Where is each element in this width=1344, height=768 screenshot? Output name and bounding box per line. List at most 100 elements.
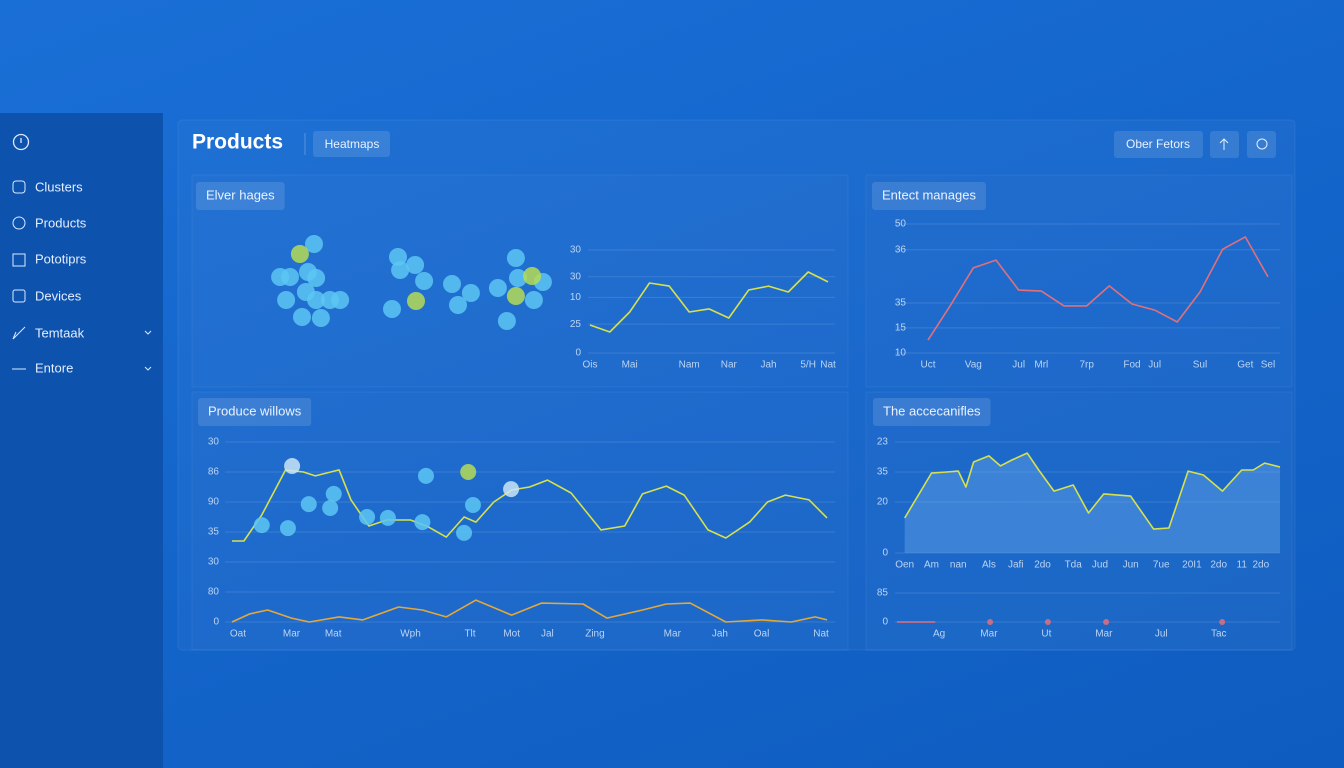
x-tick-label: Vag: [965, 360, 982, 371]
x-tick-label: Nat: [820, 360, 836, 371]
data-point: [443, 275, 461, 293]
nav-item[interactable]: Entore: [35, 360, 73, 375]
nav-item[interactable]: Pototiprs: [35, 251, 87, 266]
icon: [1256, 138, 1268, 150]
x-tick-label: Oen: [895, 560, 914, 571]
data-point: [506, 287, 525, 305]
data-point: [503, 481, 520, 498]
data-point: [305, 235, 323, 253]
x-tick-label: Jul: [1155, 629, 1168, 640]
nav-icon: [12, 326, 26, 340]
y-tick-label: 35: [877, 467, 889, 478]
y-tick-label: 30: [208, 437, 220, 448]
tab-label[interactable]: Heatmaps: [325, 137, 380, 151]
y-tick-label: 36: [895, 244, 907, 255]
panel-title-chip: [873, 398, 991, 426]
y-tick-label: 86: [208, 467, 220, 478]
x-tick-label: Tlt: [464, 629, 475, 640]
x-tick-label: 11: [1237, 560, 1248, 571]
icon: [1219, 138, 1229, 150]
panel-title: The accecanifles: [883, 403, 981, 418]
data-point: [509, 269, 527, 287]
x-tick-label: Mrl: [1034, 360, 1048, 371]
panel-title: Entect manages: [882, 187, 976, 202]
x-tick-label: Mar: [664, 629, 682, 640]
x-tick-label: 2do: [1210, 560, 1227, 571]
y-tick-label: 15: [895, 322, 907, 333]
x-tick-label: Get: [1237, 360, 1253, 371]
data-point: [488, 279, 507, 297]
panel-title-chip: [872, 182, 986, 210]
data-point: [293, 308, 311, 326]
button[interactable]: [1114, 131, 1203, 158]
data-point: [279, 520, 296, 537]
button-label[interactable]: Ober Fetors: [1126, 137, 1190, 151]
nav-item[interactable]: Temtaak: [35, 325, 85, 340]
tab[interactable]: [313, 131, 390, 157]
panel-title: Produce willows: [208, 403, 302, 418]
data-point: [322, 500, 339, 516]
nav-item[interactable]: Clusters: [35, 179, 83, 194]
panel: [865, 174, 1293, 388]
data-point: [449, 296, 467, 314]
data-point: [325, 485, 342, 502]
nav-item[interactable]: Devices: [35, 288, 82, 303]
x-tick-label: Ag: [933, 629, 945, 640]
y-tick-label: 30: [208, 557, 220, 568]
y-tick-label: 0: [575, 348, 581, 359]
nav-item[interactable]: Products: [35, 215, 87, 230]
nav-icon: [12, 180, 26, 194]
data-point: [1103, 619, 1110, 625]
nav-icon: [12, 253, 26, 267]
x-tick-label: Jun: [1123, 560, 1139, 571]
x-tick-label: 2do: [1253, 560, 1270, 571]
x-tick-label: Ois: [583, 360, 598, 371]
x-tick-label: Nar: [721, 360, 738, 371]
y-tick-label: 20: [877, 497, 889, 508]
x-tick-label: Jafi: [1008, 560, 1024, 571]
data-point: [277, 291, 296, 309]
data-point: [331, 291, 350, 309]
icon-button[interactable]: [1247, 131, 1276, 158]
y-tick-label: 50: [895, 219, 907, 230]
x-tick-label: Tac: [1211, 629, 1227, 640]
panel-title-chip: [196, 182, 285, 210]
data-point: [300, 496, 317, 513]
series-line: [927, 236, 1269, 341]
x-tick-label: 5/H: [800, 360, 816, 371]
data-point: [506, 249, 525, 267]
data-point: [281, 268, 299, 286]
x-tick-label: Mot: [503, 629, 520, 640]
data-point: [524, 291, 543, 309]
x-tick-label: Am: [924, 560, 939, 571]
x-tick-label: nan: [950, 560, 967, 571]
main-card: [177, 119, 1296, 651]
data-point: [253, 517, 270, 534]
panel: [191, 174, 849, 388]
x-tick-label: Jul: [1012, 360, 1025, 371]
y-tick-label: 30: [570, 271, 582, 282]
data-point: [460, 464, 477, 480]
x-tick-label: Jul: [1148, 360, 1161, 371]
x-tick-label: Mat: [325, 629, 342, 640]
x-tick-label: Jah: [712, 629, 728, 640]
data-point: [523, 267, 542, 285]
chevron[interactable]: [144, 330, 152, 335]
data-point: [379, 509, 396, 526]
page-title: Products: [192, 131, 283, 154]
nav-icon: [12, 289, 26, 303]
data-point: [407, 292, 425, 310]
x-tick-label: Als: [982, 560, 996, 571]
data-point: [311, 309, 330, 327]
y-tick-label: 35: [208, 527, 220, 538]
x-tick-label: Fod: [1123, 360, 1140, 371]
chevron[interactable]: [144, 366, 152, 371]
data-point: [456, 524, 473, 541]
sidebar-logo[interactable]: [12, 133, 30, 151]
x-tick-label: 2do: [1034, 560, 1051, 571]
data-point: [290, 245, 309, 263]
data-point: [987, 619, 994, 625]
series-line: [589, 271, 829, 333]
y-tick-label: 10: [895, 348, 907, 359]
x-tick-label: Jah: [760, 360, 776, 371]
